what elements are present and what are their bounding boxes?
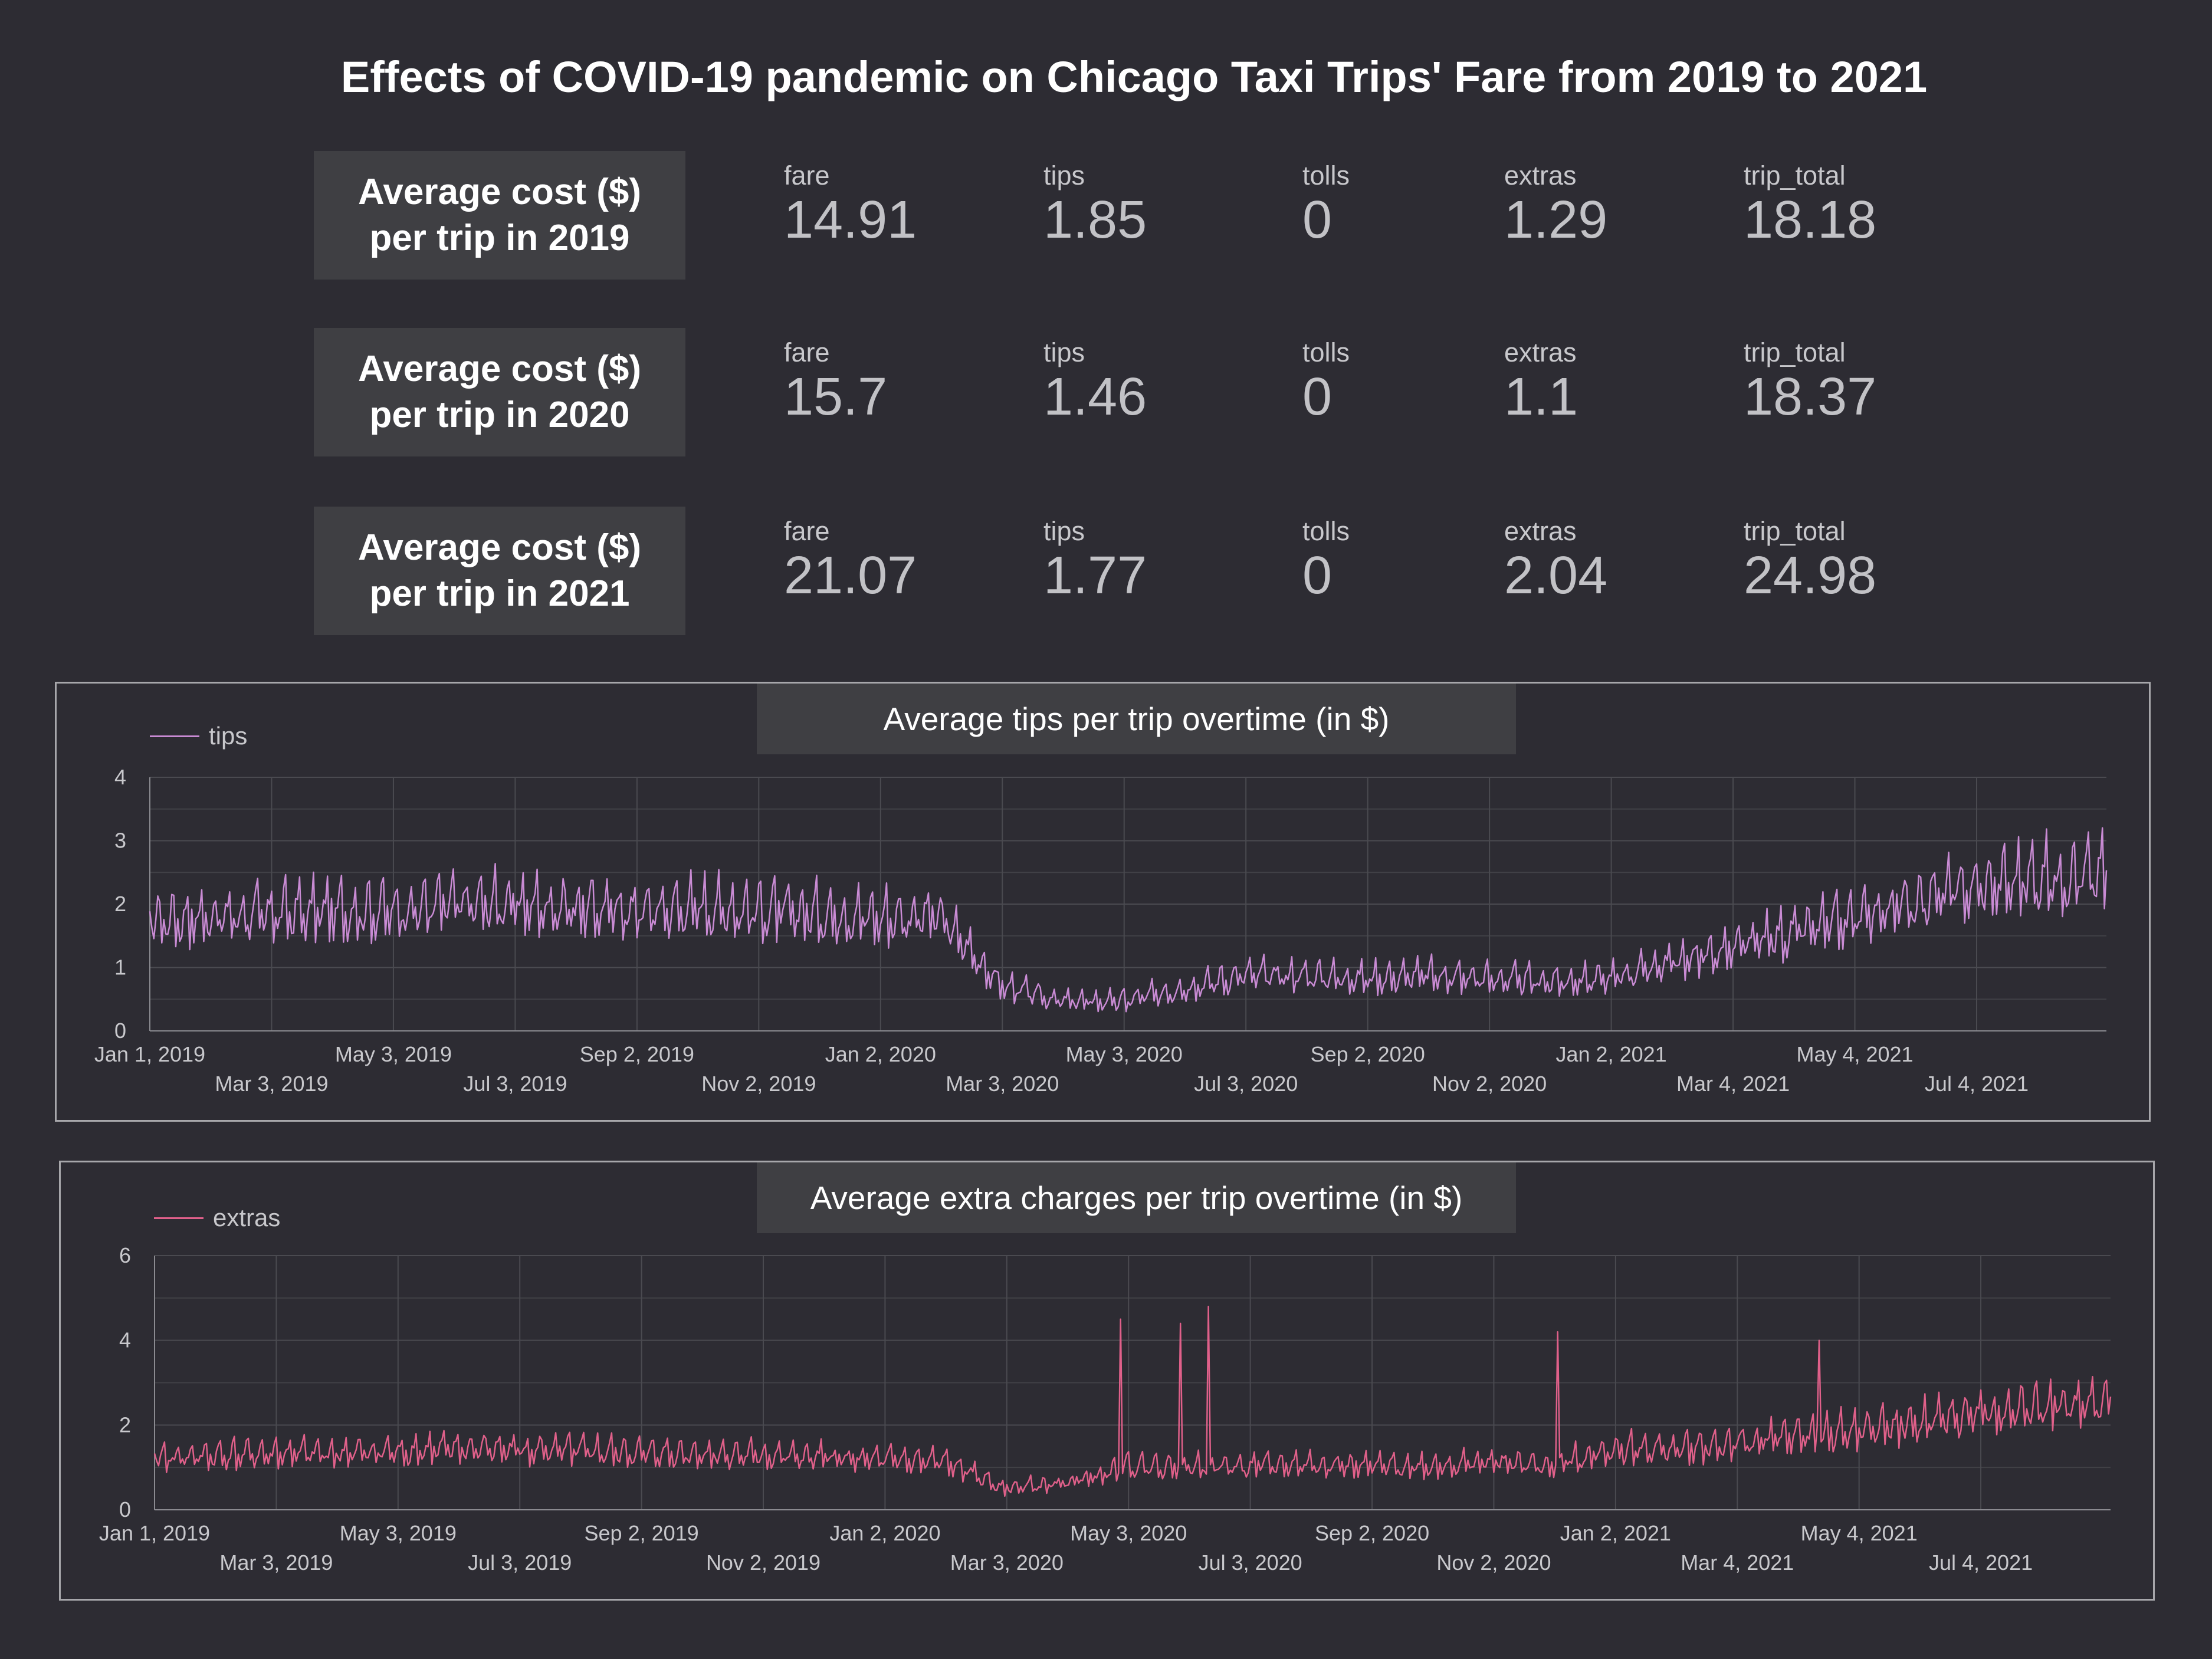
kpi-metric-value: 14.91 xyxy=(784,190,917,249)
kpi-metric-tips: tips 1.77 xyxy=(1043,515,1147,604)
kpi-metric-name: tips xyxy=(1043,516,1085,546)
kpi-label-line1: Average cost ($) xyxy=(357,527,642,568)
kpi-metric-name: extras xyxy=(1504,337,1577,367)
kpi-label-line1: Average cost ($) xyxy=(357,349,642,389)
tips-legend-label: tips xyxy=(209,722,248,750)
kpi-year-label-text: Average cost ($) per trip in 2019 xyxy=(358,169,641,261)
tips-chart-panel: Average tips per trip overtime (in $) ti… xyxy=(55,682,2151,1122)
kpi-year-label-text: Average cost ($) per trip in 2021 xyxy=(358,525,641,617)
kpi-metric-value: 15.7 xyxy=(784,367,888,426)
tips-chart-title: Average tips per trip overtime (in $) xyxy=(757,684,1516,754)
extras-legend-swatch xyxy=(154,1217,204,1219)
kpi-metric-total: trip_total 24.98 xyxy=(1744,515,1876,604)
kpi-metric-value: 18.18 xyxy=(1744,190,1877,249)
extras-chart-title: Average extra charges per trip overtime … xyxy=(757,1162,1516,1233)
kpi-metric-tolls: tolls 0 xyxy=(1302,160,1350,248)
dashboard-title: Effects of COVID-19 pandemic on Chicago … xyxy=(340,52,1928,101)
kpi-year-label: Average cost ($) per trip in 2020 xyxy=(314,328,685,456)
kpi-metric-name: tolls xyxy=(1302,516,1350,546)
kpi-metric-total: trip_total 18.18 xyxy=(1744,160,1876,248)
kpi-metric-tolls: tolls 0 xyxy=(1302,515,1350,604)
kpi-metric-value: 18.37 xyxy=(1744,367,1877,426)
kpi-metric-total: trip_total 18.37 xyxy=(1744,337,1876,425)
kpi-metric-name: fare xyxy=(784,337,830,367)
kpi-metric-name: tolls xyxy=(1302,160,1350,190)
kpi-metric-value: 0 xyxy=(1302,190,1333,249)
kpi-metric-value: 1.1 xyxy=(1504,367,1578,426)
kpi-label-line1: Average cost ($) xyxy=(357,172,642,212)
kpi-metric-tips: tips 1.46 xyxy=(1043,337,1147,425)
kpi-metric-extras: extras 1.29 xyxy=(1504,160,1607,248)
kpi-metric-tolls: tolls 0 xyxy=(1302,337,1350,425)
kpi-metric-value: 21.07 xyxy=(784,546,917,605)
kpi-metric-extras: extras 1.1 xyxy=(1504,337,1578,425)
kpi-year-label: Average cost ($) per trip in 2021 xyxy=(314,507,685,635)
kpi-metric-name: fare xyxy=(784,160,830,190)
kpi-metric-value: 1.29 xyxy=(1504,190,1608,249)
kpi-year-label-text: Average cost ($) per trip in 2020 xyxy=(358,346,641,438)
tips-legend-swatch xyxy=(150,735,199,737)
kpi-metric-name: tolls xyxy=(1302,337,1350,367)
kpi-metric-value: 2.04 xyxy=(1504,546,1608,605)
kpi-metric-name: tips xyxy=(1043,337,1085,367)
kpi-metric-extras: extras 2.04 xyxy=(1504,515,1607,604)
kpi-metric-value: 0 xyxy=(1302,367,1333,426)
kpi-metric-name: extras xyxy=(1504,516,1577,546)
kpi-metric-fare: fare 21.07 xyxy=(784,515,917,604)
kpi-metric-value: 1.77 xyxy=(1043,546,1147,605)
kpi-metric-fare: fare 14.91 xyxy=(784,160,917,248)
tips-legend: tips xyxy=(150,722,247,750)
kpi-label-line2: per trip in 2021 xyxy=(369,573,630,614)
kpi-metric-name: tips xyxy=(1043,160,1085,190)
kpi-metric-name: fare xyxy=(784,516,830,546)
kpi-label-line2: per trip in 2020 xyxy=(369,395,630,435)
kpi-metric-name: trip_total xyxy=(1744,160,1846,190)
kpi-label-line2: per trip in 2019 xyxy=(369,218,630,258)
kpi-year-label: Average cost ($) per trip in 2019 xyxy=(314,151,685,280)
kpi-metric-value: 1.85 xyxy=(1043,190,1147,249)
kpi-metric-value: 1.46 xyxy=(1043,367,1147,426)
kpi-metric-name: extras xyxy=(1504,160,1577,190)
extras-legend-label: extras xyxy=(213,1204,281,1231)
extras-legend: extras xyxy=(154,1204,280,1232)
kpi-metric-fare: fare 15.7 xyxy=(784,337,887,425)
kpi-metric-name: trip_total xyxy=(1744,337,1846,367)
kpi-metric-value: 24.98 xyxy=(1744,546,1877,605)
extras-chart-panel: Average extra charges per trip overtime … xyxy=(59,1161,2155,1601)
kpi-metric-name: trip_total xyxy=(1744,516,1846,546)
kpi-metric-tips: tips 1.85 xyxy=(1043,160,1147,248)
kpi-metric-value: 0 xyxy=(1302,546,1333,605)
